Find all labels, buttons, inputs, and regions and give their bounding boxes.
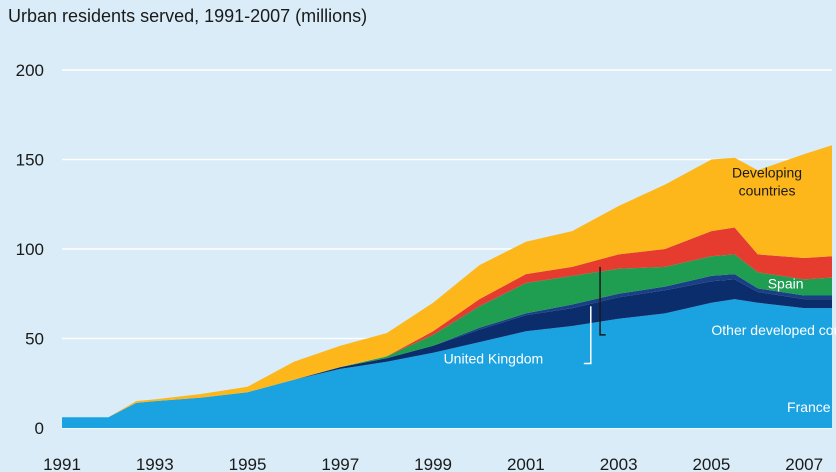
annotations: Developing countries Spain Other developed … bbox=[444, 164, 836, 414]
area-spain bbox=[62, 254, 832, 418]
annotation-countries: countries bbox=[739, 182, 796, 198]
area-unlabeled-red bbox=[62, 227, 832, 418]
x-tick-label-1991: 1991 bbox=[43, 455, 81, 472]
x-tick-label-1995: 1995 bbox=[229, 455, 267, 472]
x-tick-label-1999: 1999 bbox=[414, 455, 452, 472]
y-tick-label-50: 50 bbox=[25, 330, 44, 349]
y-tick-label-200: 200 bbox=[16, 61, 44, 80]
x-tick-label-2007: 2007 bbox=[785, 455, 823, 472]
x-tick-label-1997: 1997 bbox=[321, 455, 359, 472]
annotation-france: France bbox=[787, 399, 831, 415]
leader-line-2 bbox=[583, 306, 592, 365]
x-tick-label-1993: 1993 bbox=[136, 455, 174, 472]
chart-title: Urban residents served, 1991-2007 (milli… bbox=[8, 6, 368, 26]
annotation-developing: Developing bbox=[732, 164, 802, 180]
leader-line-1 bbox=[599, 266, 606, 336]
area-france bbox=[62, 299, 832, 428]
stacked-areas bbox=[62, 145, 832, 428]
y-tick-label-100: 100 bbox=[16, 240, 44, 259]
x-tick-label-2005: 2005 bbox=[692, 455, 730, 472]
annotation-leaders bbox=[583, 266, 606, 365]
annotation-united-kingdom: United Kingdom bbox=[444, 351, 544, 367]
area-other-developed-countries bbox=[62, 274, 832, 418]
x-tick-label-2003: 2003 bbox=[600, 455, 638, 472]
y-tick-label-0: 0 bbox=[35, 419, 44, 438]
annotation-other-developed-countries: Other developed countries bbox=[711, 322, 836, 338]
annotation-spain: Spain bbox=[768, 275, 804, 291]
y-axis-ticks: 0 50 100 150 200 bbox=[16, 61, 44, 438]
y-tick-label-150: 150 bbox=[16, 151, 44, 170]
x-axis-ticks: 1991 1993 1995 1997 1999 2001 2003 2005 2007 bbox=[43, 455, 823, 472]
x-tick-label-2001: 2001 bbox=[507, 455, 545, 472]
area-united-kingdom bbox=[62, 279, 832, 418]
area-developing-countries bbox=[62, 145, 832, 418]
